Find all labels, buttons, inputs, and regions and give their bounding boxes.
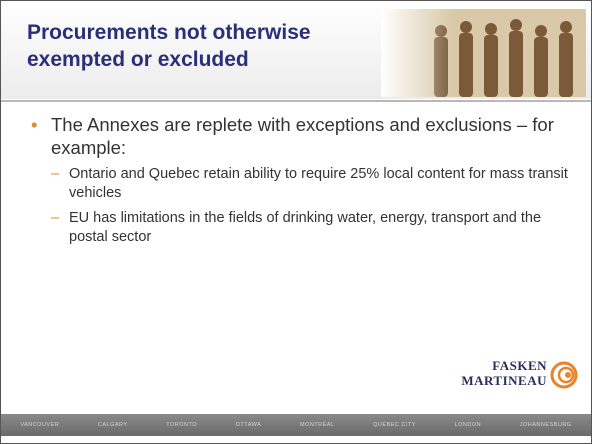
footer-city: TORONTO — [166, 422, 197, 428]
bullet: The Annexes are replete with exceptions … — [31, 113, 571, 159]
footer-city: CALGARY — [98, 422, 128, 428]
logo: FASKEN MARTINEAU — [471, 356, 581, 396]
header: Procurements not otherwise exempted or e… — [1, 1, 591, 99]
footer-city: VANCOUVER — [20, 422, 59, 428]
logo-mark — [549, 360, 579, 390]
footer-city: QUÉBEC CITY — [373, 422, 416, 428]
footer-city: MONTRÉAL — [300, 422, 335, 428]
sub-bullet: EU has limitations in the fields of drin… — [51, 209, 571, 247]
sub-bullet-list: Ontario and Quebec retain ability to req… — [51, 165, 571, 247]
logo-line: FASKEN — [492, 358, 547, 374]
sub-bullet: Ontario and Quebec retain ability to req… — [51, 165, 571, 203]
footer: VANCOUVER CALGARY TORONTO OTTAWA MONTRÉAL QUÉ… — [1, 414, 591, 436]
slide: Procurements not otherwise exempted or e… — [0, 0, 592, 444]
footer-city: LONDON — [455, 422, 482, 428]
header-photo — [381, 9, 586, 97]
header-rule — [1, 100, 591, 102]
content: The Annexes are replete with exceptions … — [31, 113, 571, 253]
slide-title: Procurements not otherwise exempted or e… — [27, 19, 367, 73]
footer-city: JOHANNESBURG — [520, 422, 572, 428]
footer-city: OTTAWA — [236, 422, 262, 428]
logo-line: MARTINEAU — [461, 373, 547, 389]
